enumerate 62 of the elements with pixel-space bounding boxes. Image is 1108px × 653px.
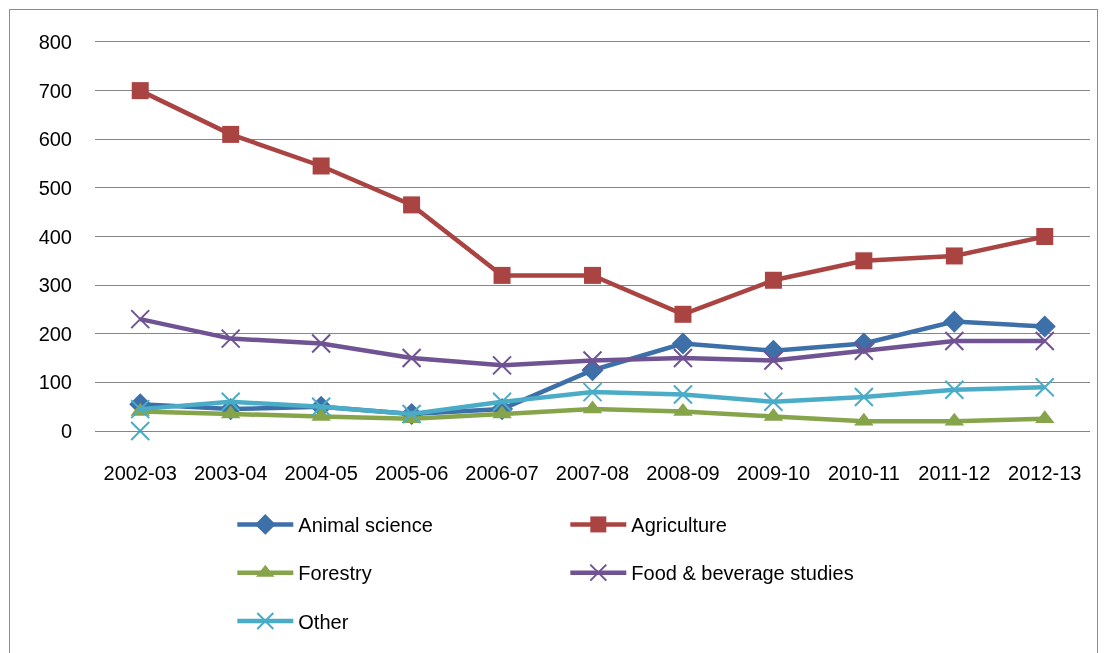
x-tick-label: 2004-05 — [284, 462, 358, 484]
point — [220, 328, 241, 349]
point — [943, 310, 966, 333]
x-tick-label: 2006-07 — [465, 462, 539, 484]
point — [1033, 315, 1056, 338]
point — [492, 355, 513, 376]
x-tick-label: 2005-06 — [374, 462, 449, 484]
point — [130, 309, 151, 330]
x-tick-label: 2011-12 — [918, 462, 991, 484]
point — [944, 379, 965, 400]
point — [853, 386, 874, 407]
y-tick-label: 200 — [38, 322, 72, 345]
point — [312, 157, 330, 175]
point — [401, 348, 422, 369]
point — [493, 266, 511, 284]
point — [130, 421, 151, 441]
y-tick-label: 300 — [38, 274, 72, 297]
point — [311, 333, 332, 354]
point — [311, 407, 331, 421]
point — [1034, 331, 1055, 352]
point — [582, 382, 603, 403]
point — [671, 332, 694, 355]
y-tick-label: 0 — [60, 420, 72, 442]
y-tick-label: 100 — [38, 371, 72, 394]
y-tick-label: 400 — [38, 225, 72, 248]
legend-label: Animal science — [298, 514, 433, 537]
point — [763, 391, 784, 412]
point — [492, 391, 513, 412]
legend-label: Food & beverage studies — [631, 562, 854, 585]
x-tick-label: 2002-03 — [103, 462, 177, 484]
point — [492, 405, 512, 419]
point — [131, 82, 149, 100]
point — [854, 412, 874, 426]
point — [855, 252, 873, 270]
point — [944, 331, 965, 352]
point — [582, 350, 603, 371]
point — [672, 348, 693, 369]
x-tick-label: 2009-10 — [736, 462, 811, 484]
point — [853, 340, 874, 361]
x-tick-label: 2008-09 — [646, 462, 720, 484]
point — [763, 350, 784, 371]
point — [403, 196, 421, 214]
legend-label: Other — [298, 610, 349, 633]
point — [222, 125, 240, 143]
x-tick-label: 2007-08 — [555, 462, 630, 484]
y-tick-label: 500 — [38, 176, 72, 199]
point — [1036, 228, 1054, 245]
legend-label: Agriculture — [631, 514, 727, 537]
x-tick-label: 2003-04 — [193, 462, 268, 484]
point — [672, 384, 693, 405]
point — [220, 391, 241, 412]
x-tick-label: 2010-11 — [827, 462, 900, 484]
y-tick-label: 800 — [38, 31, 72, 53]
point — [674, 305, 692, 323]
y-tick-label: 600 — [38, 128, 72, 151]
point — [764, 271, 782, 289]
x-tick-label: 2012-13 — [1008, 462, 1082, 484]
legend-label: Forestry — [298, 562, 372, 585]
y-tick-label: 700 — [38, 79, 72, 102]
point — [945, 247, 963, 265]
point — [1034, 377, 1055, 398]
point — [584, 266, 601, 284]
